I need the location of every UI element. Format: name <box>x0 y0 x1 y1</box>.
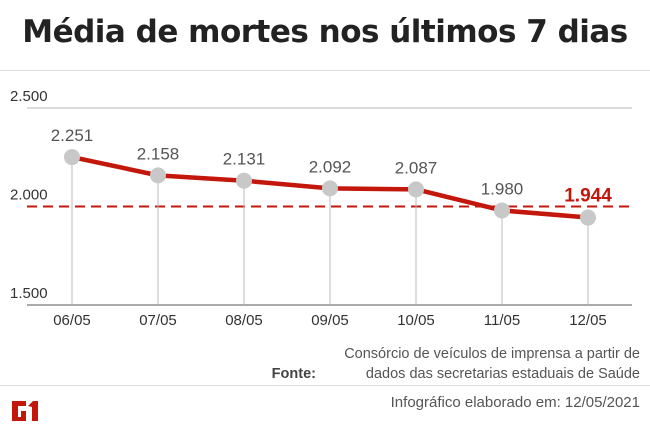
data-label: 1.944 <box>564 186 612 207</box>
y-tick-label: 2.000 <box>10 187 48 204</box>
data-label: 2.131 <box>223 150 266 169</box>
source-note: Fonte: Consórcio de veículos de imprensa… <box>272 344 640 384</box>
data-point <box>236 172 252 189</box>
credit-text: Infográfico elaborado em: 12/05/2021 <box>390 394 640 411</box>
chart-title: Média de mortes nos últimos 7 dias <box>22 14 628 50</box>
x-tick-label: 09/05 <box>311 312 349 329</box>
x-tick-label: 12/05 <box>569 312 607 329</box>
data-point <box>322 180 338 197</box>
g1-logo <box>12 401 38 421</box>
x-tick-label: 08/05 <box>225 312 263 329</box>
x-tick-label: 11/05 <box>484 312 520 329</box>
data-label: 2.087 <box>395 158 438 177</box>
line-chart: 2.500 2.000 1.500 2.251 06/05 2.158 07/05 2.131… <box>10 88 632 329</box>
divider <box>0 70 650 71</box>
data-label: 2.092 <box>309 157 352 176</box>
source-text: Consórcio de veículos de imprensa a part… <box>344 346 640 382</box>
x-tick-label: 07/05 <box>139 312 177 329</box>
data-label: 2.158 <box>137 144 180 163</box>
data-point <box>408 181 424 198</box>
data-label: 2.251 <box>51 126 94 145</box>
data-label: 1.980 <box>481 179 524 198</box>
data-point <box>150 167 166 184</box>
x-tick-label: 06/05 <box>53 312 91 329</box>
data-point <box>580 209 596 226</box>
divider <box>0 385 650 386</box>
x-tick-label: 10/05 <box>397 312 435 329</box>
y-tick-label: 1.500 <box>10 285 48 302</box>
data-point <box>494 202 510 219</box>
source-label: Fonte: <box>271 366 316 382</box>
y-tick-label: 2.500 <box>10 88 48 105</box>
data-point <box>64 149 80 166</box>
